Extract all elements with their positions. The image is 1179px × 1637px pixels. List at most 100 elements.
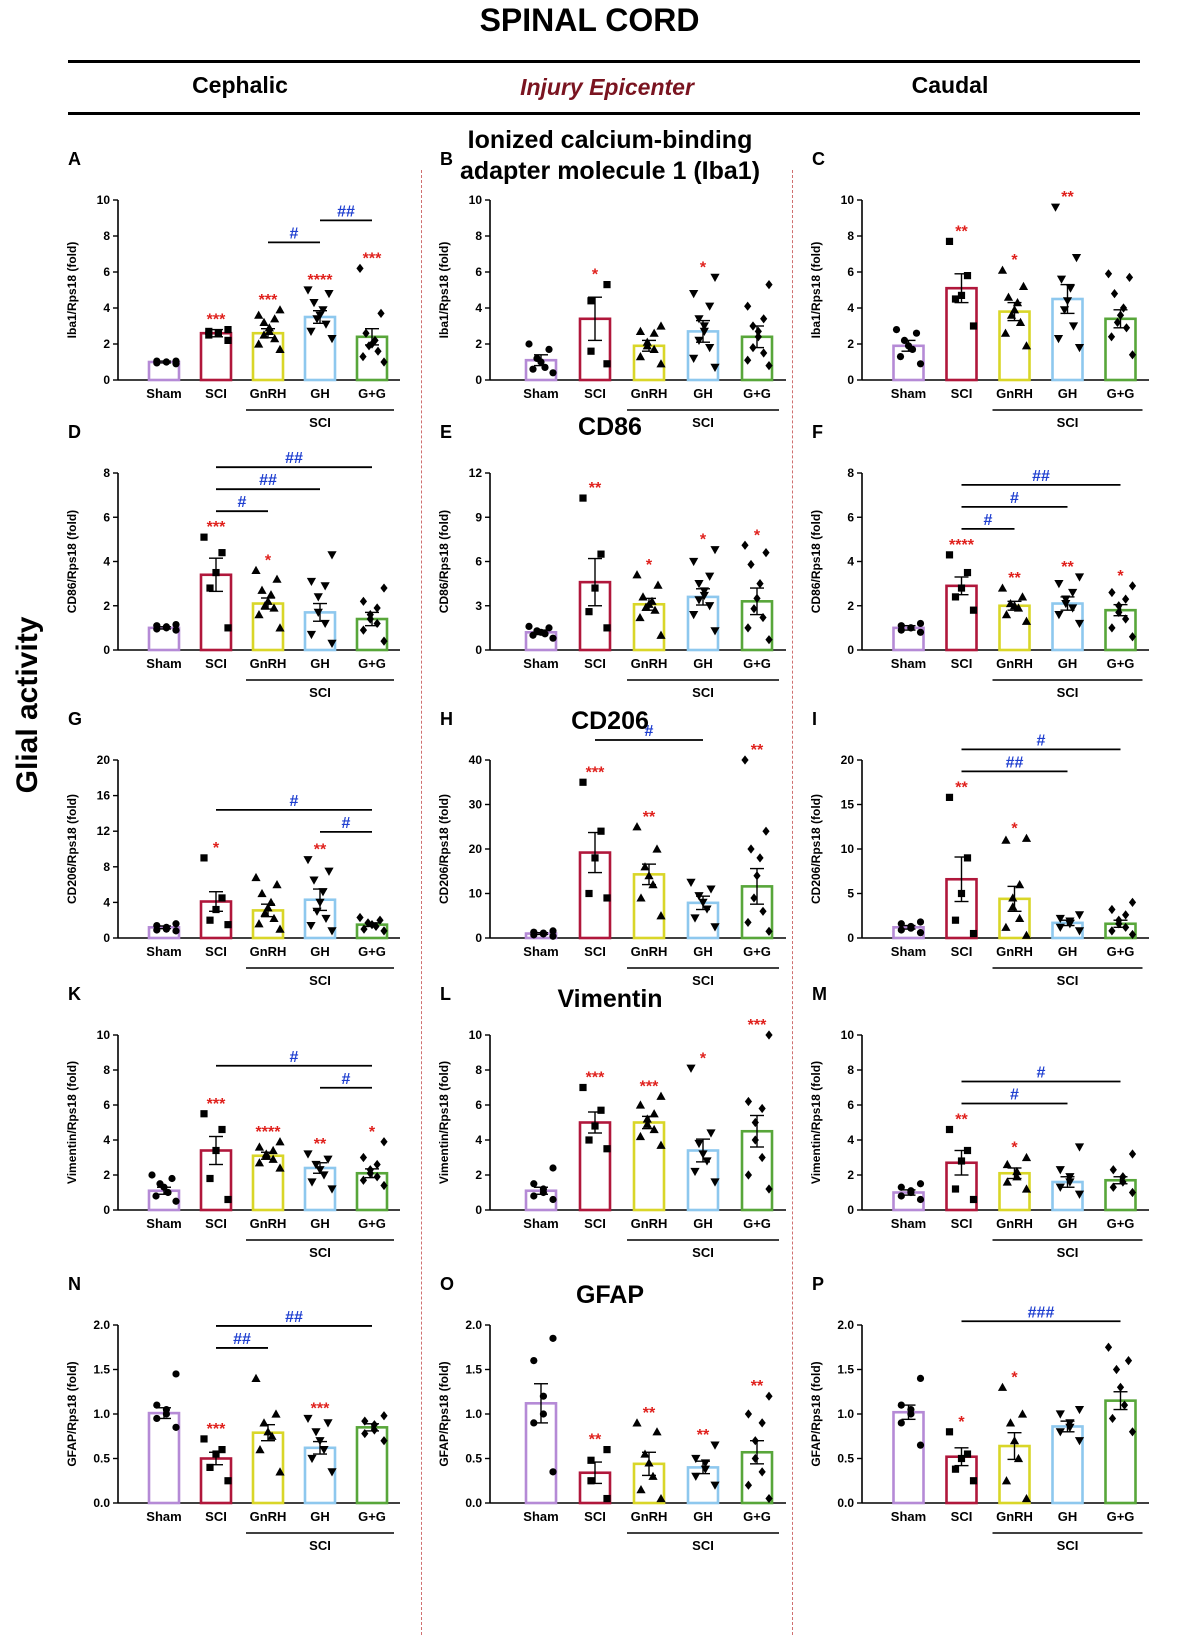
panel-m-point <box>907 1187 915 1195</box>
panel-e-point <box>759 612 767 623</box>
panel-a-point <box>324 290 334 299</box>
column-header-caudal: Caudal <box>911 72 989 98</box>
panel-n-point <box>361 1428 369 1439</box>
panel-l-point <box>744 1096 753 1107</box>
panel-a-significance-star: *** <box>363 250 382 267</box>
panel-b-point <box>760 314 768 324</box>
panel-l: L Vimentin/Rps18 (fold) 0 2 4 6 8 10 Sham SCI *** G… <box>437 984 786 1260</box>
panel-p-ytick-label: 1.5 <box>837 1363 854 1377</box>
panel-e-point <box>689 557 699 567</box>
marker-title-vimentin: Vimentin <box>557 985 663 1013</box>
panel-n-ytick-label: 1.5 <box>93 1363 110 1377</box>
panel-p-point <box>997 1382 1008 1391</box>
panel-p-point <box>945 1428 954 1436</box>
panel-g-point <box>368 920 376 930</box>
panel-c-point <box>1119 303 1128 313</box>
panel-p-point <box>1001 1476 1012 1485</box>
panel-p-point <box>963 1450 972 1458</box>
panel-c-point <box>951 295 960 303</box>
panel-e-significance-star: ** <box>589 480 602 497</box>
panel-c-ytick-label: 4 <box>847 301 854 315</box>
panel-n-xtick-label: GnRH <box>250 1509 287 1524</box>
panel-i-ylabel: CD206/Rps18 (fold) <box>809 794 823 904</box>
panel-f-point <box>907 624 915 632</box>
panel-b-point <box>699 327 709 336</box>
panel-l-xtick-label: GnRH <box>631 1216 668 1231</box>
panel-h-point <box>756 853 764 863</box>
panel-n-point <box>255 1445 265 1454</box>
panel-k-point <box>206 1174 214 1183</box>
panel-f-point <box>1074 573 1085 582</box>
panel-g-point <box>162 923 170 931</box>
panel-o-significance-star: ** <box>751 1378 764 1395</box>
panel-b-ylabel: Iba1/Rps18 (fold) <box>437 242 451 339</box>
panel-h-xtick-label: SCI <box>584 944 606 959</box>
panel-g-point <box>266 897 276 906</box>
panel-d-point <box>269 603 279 612</box>
panel-m: M Vimentin/Rps18 (fold) 0 2 4 6 8 10 Sham SCI ** Gn… <box>809 984 1149 1260</box>
panel-m-ytick-label: 8 <box>847 1063 854 1077</box>
panel-l-point <box>765 1184 773 1194</box>
panel-m-ytick-label: 0 <box>847 1203 854 1217</box>
panel-g-ytick-label: 20 <box>97 753 111 767</box>
panel-d-point <box>313 593 323 602</box>
panel-f-point <box>1017 592 1028 601</box>
panel-a-significance-star: **** <box>308 272 334 289</box>
panel-p-point <box>1128 1427 1137 1437</box>
panel-e-significance-star: * <box>700 532 707 549</box>
panel-a-xtick-label: GH <box>310 386 330 401</box>
panel-i-point <box>957 889 966 898</box>
panel-c-point <box>896 353 905 361</box>
panel-b-point <box>656 321 666 330</box>
panel-e-point <box>549 634 557 642</box>
panel-p-point <box>1065 1419 1075 1428</box>
panel-p-point <box>1120 1400 1129 1410</box>
panel-e-point <box>632 570 642 579</box>
panel-k-comparison-hash: # <box>342 1071 351 1088</box>
figure-title: SPINAL CORD <box>479 2 700 38</box>
panel-d: D CD86/Rps18 (fold) 0 2 4 6 8 Sham SCI *** GnRH * GH… <box>65 422 400 700</box>
panel-l-point <box>539 1185 548 1193</box>
panel-c-point <box>1128 350 1137 360</box>
panel-b-point <box>649 328 659 337</box>
panel-b-point <box>603 281 611 289</box>
panel-e-point <box>585 608 593 616</box>
panel-m-xtick-label: G+G <box>1107 1216 1135 1231</box>
panel-h-point <box>603 894 611 902</box>
panel-p-xtick-label: SCI <box>951 1509 973 1524</box>
panel-o-point <box>636 1485 646 1494</box>
panel-c-point <box>1050 203 1061 212</box>
panel-f-ytick-label: 4 <box>847 555 854 569</box>
panel-l-significance-star: *** <box>640 1078 659 1095</box>
panel-o-point <box>700 1459 710 1468</box>
panel-l-point <box>635 1131 646 1141</box>
panel-i-xtick-label: GnRH <box>996 944 1033 959</box>
panel-c-point <box>1074 344 1085 353</box>
panel-c: C Iba1/Rps18 (fold) 0 2 4 6 8 10 Sham SCI ** GnRH * G… <box>809 149 1149 430</box>
panel-k-ytick-label: 6 <box>103 1098 110 1112</box>
panel-o-point <box>603 1494 611 1503</box>
panel-b-point <box>765 280 773 290</box>
panel-o-point <box>587 1456 595 1464</box>
panel-d-treatment-label: SCI <box>309 685 331 700</box>
panel-m-ytick-label: 4 <box>847 1133 854 1147</box>
panel-f-point <box>1074 619 1085 629</box>
panel-h-point <box>591 854 599 862</box>
panel-g-point <box>257 888 267 898</box>
panel-a-point <box>259 330 269 339</box>
panel-l-ytick-label: 6 <box>475 1098 482 1112</box>
panel-e-point <box>603 624 611 632</box>
panel-d-point <box>266 590 276 599</box>
panel-o-point <box>644 1458 654 1467</box>
panel-c-point <box>1021 341 1032 350</box>
panel-c-xtick-label: Sham <box>891 386 926 401</box>
panel-l-point <box>603 1145 611 1153</box>
panel-k-ytick-label: 10 <box>97 1028 111 1042</box>
panel-b-ytick-label: 0 <box>475 373 482 387</box>
panel-a-point <box>224 326 232 334</box>
panel-p-point <box>1005 1418 1016 1427</box>
panel-a-ytick-label: 4 <box>103 301 110 315</box>
panel-g-ytick-label: 16 <box>97 789 111 803</box>
panel-p-comparison-hash: ### <box>1028 1304 1055 1321</box>
panel-p-point <box>969 1477 978 1485</box>
